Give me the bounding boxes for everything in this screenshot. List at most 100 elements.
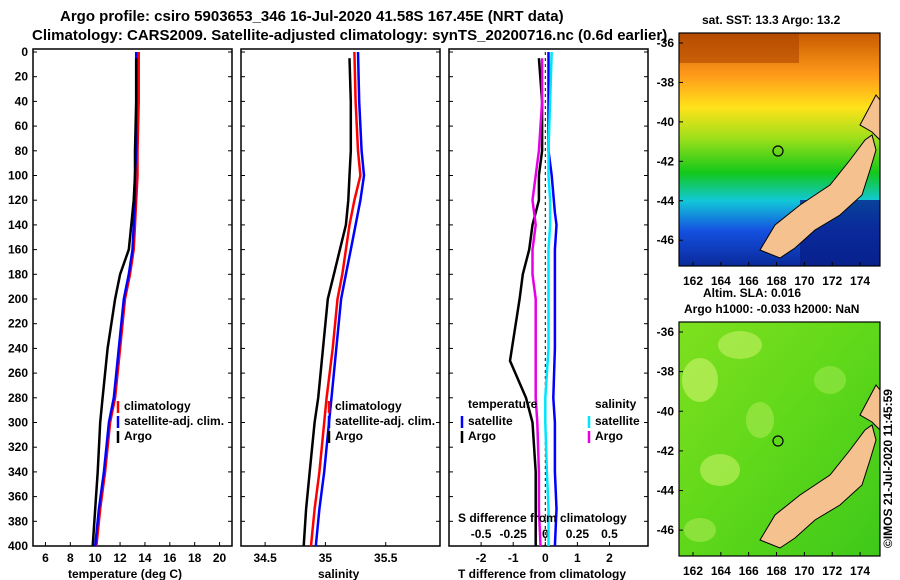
- map-lon-label: 166: [739, 564, 759, 578]
- map-lon-label: 170: [794, 564, 814, 578]
- difference-legend: temperature satellite Argo salinity sate…: [460, 397, 640, 443]
- map-lon-label: 164: [711, 564, 731, 578]
- map-lat-label: -42: [657, 444, 675, 458]
- depth-tick-label: 380: [8, 514, 28, 528]
- depth-tick-label: 200: [8, 292, 28, 306]
- s-tick-label: -0.25: [500, 527, 528, 541]
- map-lat-label: -38: [657, 75, 675, 89]
- legend-temperature-title: temperature: [468, 397, 538, 411]
- x-tick-label: 2: [606, 551, 613, 565]
- s-tick-label: 0: [542, 527, 549, 541]
- map-lon-label: 174: [850, 564, 870, 578]
- x-tick-label: -2: [476, 551, 487, 565]
- x-tick-label: 1: [574, 551, 581, 565]
- x-tick-label: 20: [213, 551, 227, 565]
- x-tick-label: 35.5: [374, 551, 398, 565]
- depth-tick-label: 120: [8, 193, 28, 207]
- depth-tick-label: 220: [8, 317, 28, 331]
- series-line-salinity-argo: [531, 58, 544, 547]
- depth-tick-label: 340: [8, 465, 28, 479]
- sla-map: [678, 321, 881, 557]
- legend-t-satellite: satellite: [468, 414, 513, 428]
- map-lon-label: 174: [850, 274, 870, 288]
- series-line-salinity-satellite: [544, 51, 553, 546]
- depth-tick-label: 180: [8, 267, 28, 281]
- s-tick-label: -0.5: [471, 527, 492, 541]
- map-lon-label: 168: [767, 564, 787, 578]
- series-line-climatology: [309, 51, 362, 547]
- map-lon-label: 162: [683, 564, 703, 578]
- depth-tick-label: 140: [8, 218, 28, 232]
- legend-satellite-adj: satellite-adj. clim.: [124, 414, 224, 428]
- depth-tick-label: 80: [15, 144, 29, 158]
- x-tick-label: 14: [138, 551, 152, 565]
- legend-satellite-adj: satellite-adj. clim.: [335, 414, 435, 428]
- map-lat-label: -36: [657, 36, 675, 50]
- x-tick-label: -1: [508, 551, 519, 565]
- s-diff-xlabel: S difference from climatology: [458, 511, 627, 525]
- map-lat-label: -38: [657, 365, 675, 379]
- credit-text: ©IMOS 21-Jul-2020 11:45:59: [881, 389, 895, 548]
- depth-tick-label: 240: [8, 341, 28, 355]
- legend-salinity-title: salinity: [595, 397, 637, 411]
- depth-axis: 0 20 40 60 80 100 120 140 160 180 200 220 240 260 280 3…: [8, 45, 28, 553]
- map-lon-label: 172: [822, 274, 842, 288]
- depth-tick-label: 60: [15, 119, 29, 133]
- map-lon-label: 170: [794, 274, 814, 288]
- map-lat-label: -40: [657, 404, 675, 418]
- depth-tick-label: 0: [21, 45, 28, 59]
- sla-title-1: Altim. SLA: 0.016: [703, 286, 801, 300]
- s-tick-label: 0.5: [601, 527, 618, 541]
- map-lat-label: -44: [657, 484, 675, 498]
- temperature-legend: climatology satellite-adj. clim. Argo: [116, 399, 224, 443]
- depth-tick-label: 300: [8, 416, 28, 430]
- sst-map-axes: -36 -38 -40 -42 -44 -46 162 164 166 168 170 172 174: [657, 36, 871, 288]
- legend-argo: Argo: [335, 429, 363, 443]
- depth-tick-label: 20: [15, 70, 29, 84]
- series-line-argo: [91, 58, 138, 547]
- x-tick-label: 0: [542, 551, 549, 565]
- depth-tick-label: 400: [8, 539, 28, 553]
- x-tick-label: 34.5: [253, 551, 277, 565]
- temperature-panel-frame: [32, 48, 233, 547]
- title-line-2: Climatology: CARS2009. Satellite-adjuste…: [32, 27, 667, 44]
- land-shape: [759, 134, 877, 259]
- depth-tick-label: 160: [8, 243, 28, 257]
- sla-title-2: Argo h1000: -0.033 h2000: NaN: [684, 302, 859, 316]
- series-line-temperature-argo: [508, 58, 544, 546]
- salinity-panel: 34.5 35 35.5: [241, 51, 440, 565]
- map-lat-label: -46: [657, 523, 675, 537]
- depth-tick-label: 260: [8, 366, 28, 380]
- title-line-1: Argo profile: csiro 5903653_346 16-Jul-2…: [60, 8, 564, 25]
- sst-map-title: sat. SST: 13.3 Argo: 13.2: [702, 13, 841, 27]
- depth-tick-label: 100: [8, 169, 28, 183]
- argo-location-marker: [772, 145, 784, 157]
- depth-tick-label: 280: [8, 391, 28, 405]
- t-diff-xlabel: T difference from climatology: [458, 567, 626, 580]
- depth-tick-label: 40: [15, 94, 29, 108]
- map-lat-label: -40: [657, 115, 675, 129]
- legend-s-satellite: satellite: [595, 414, 640, 428]
- map-lat-label: -46: [657, 233, 675, 247]
- sla-map-axes: -36 -38 -40 -42 -44 -46 162 164 166 168 170 172 174: [657, 325, 871, 578]
- x-tick-label: 18: [188, 551, 202, 565]
- x-tick-label: 6: [42, 551, 49, 565]
- map-lon-label: 172: [822, 564, 842, 578]
- legend-s-argo: Argo: [595, 429, 623, 443]
- salinity-panel-frame: [240, 48, 441, 547]
- x-tick-label: 10: [89, 551, 103, 565]
- legend-t-argo: Argo: [468, 429, 496, 443]
- series-line-satellite-adj-clim-: [314, 51, 366, 547]
- x-tick-label: 35: [319, 551, 333, 565]
- depth-tick-label: 320: [8, 440, 28, 454]
- legend-argo: Argo: [124, 429, 152, 443]
- map-lat-label: -36: [657, 325, 675, 339]
- temperature-panel: 6 8 10 12 14 16 18 20: [33, 51, 232, 565]
- map-lon-label: 162: [683, 274, 703, 288]
- sst-map: [678, 32, 881, 267]
- x-tick-label: 16: [163, 551, 177, 565]
- map-lat-label: -42: [657, 154, 675, 168]
- x-tick-label: 8: [67, 551, 74, 565]
- legend-climatology: climatology: [124, 399, 191, 413]
